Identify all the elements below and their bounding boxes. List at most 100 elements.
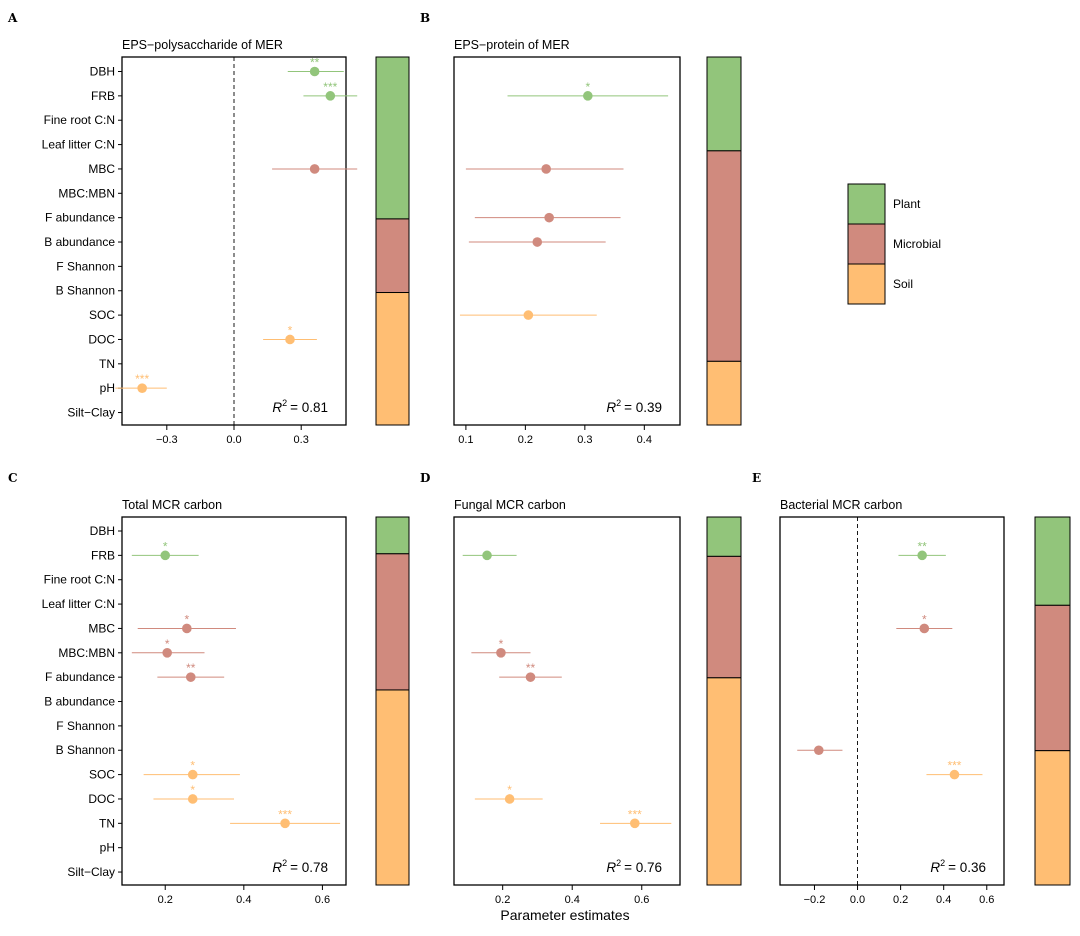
variable-label: DOC (88, 332, 115, 346)
point-estimate (187, 794, 198, 804)
estimate-ph: *** (115, 372, 167, 393)
composition-plant (375, 56, 410, 220)
estimate-mbc (272, 164, 358, 174)
estimate-f-abundance (474, 212, 621, 223)
x-tick-label: 0.0 (226, 434, 241, 446)
point-estimate (949, 769, 960, 780)
significance-stars: * (190, 759, 195, 773)
significance-stars: * (165, 637, 170, 651)
estimate-tn: *** (600, 807, 672, 829)
panel-title: Fungal MCR carbon (454, 498, 566, 512)
point-estimate (182, 623, 192, 634)
estimate-f-abundance: ** (157, 661, 225, 682)
estimate-frb: *** (303, 80, 358, 101)
estimate-frb (462, 550, 517, 561)
variable-label: DBH (90, 65, 115, 79)
estimate-mbc-mbn: * (131, 637, 205, 658)
significance-stars: * (499, 637, 504, 651)
variable-label: Fine root C:N (44, 573, 115, 587)
panel-b: B EPS−protein of MER 0.1 0.2 0.3 0.4 * R2 = 0.39 (420, 11, 742, 446)
r-squared-exponent: 2 (616, 858, 621, 868)
variable-label: F Shannon (56, 719, 115, 733)
point-estimate (541, 164, 551, 174)
x-tick-label: 0.3 (577, 434, 592, 446)
x-tick-label: 0.1 (458, 434, 473, 446)
legend-label-microbial: Microbial (893, 237, 941, 251)
significance-stars: *** (947, 759, 961, 773)
point-estimate (630, 818, 640, 829)
point-estimate (917, 550, 927, 561)
estimate-frb: * (507, 80, 669, 101)
variable-label: SOC (89, 768, 115, 782)
significance-stars: * (190, 783, 195, 797)
x-tick-label: 0.2 (893, 894, 908, 906)
x-tick-label: 0.6 (315, 894, 330, 906)
significance-stars: *** (135, 372, 149, 386)
legend-swatch-soil (847, 263, 886, 305)
significance-stars: * (185, 612, 190, 626)
variable-label: DOC (88, 792, 115, 806)
significance-stars: * (507, 783, 512, 797)
x-tick-label: 0.4 (565, 894, 580, 906)
r-squared: R2 = 0.78 (272, 858, 328, 875)
legend-label-plant: Plant (893, 197, 921, 211)
legend-swatch-plant (847, 183, 886, 225)
r-squared-symbol: R (272, 860, 282, 875)
panel-letter: C (8, 471, 18, 485)
point-estimate (309, 164, 320, 174)
r-squared-symbol: R (272, 400, 282, 415)
point-estimate (309, 66, 320, 77)
x-tick-label: 0.6 (979, 894, 994, 906)
x-axis-title: Parameter estimates (500, 907, 629, 923)
composition-microbial (375, 553, 410, 691)
r-squared: R2 = 0.39 (606, 398, 662, 415)
r-squared-symbol: R (930, 860, 940, 875)
variable-label: F abundance (45, 670, 115, 684)
variable-label: TN (99, 816, 115, 830)
variable-label: FRB (91, 89, 115, 103)
estimate-soc: * (143, 759, 240, 780)
legend: Plant Microbial Soil (847, 183, 941, 305)
significance-stars: ** (186, 661, 196, 675)
composition-microbial (1034, 604, 1071, 752)
composition-soil (1034, 750, 1071, 886)
r-squared: R2 = 0.81 (272, 398, 328, 415)
variable-label: B abundance (44, 235, 115, 249)
panel-title: EPS−protein of MER (454, 38, 570, 52)
x-tick-label: 0.2 (518, 434, 533, 446)
significance-stars: *** (323, 80, 337, 94)
composition-microbial (706, 150, 742, 362)
legend-label-soil: Soil (893, 277, 913, 291)
estimate-doc: * (153, 783, 234, 804)
point-estimate (162, 648, 172, 658)
estimate-dbh: ** (287, 56, 344, 77)
estimate-mbc (465, 164, 624, 174)
r-squared-exponent: 2 (282, 858, 287, 868)
significance-stars: * (288, 323, 293, 337)
panels-layer: A EPS−polysaccharide of MER DBH FRB Fine roo… (7, 11, 1071, 906)
estimate-soc (459, 310, 597, 320)
r-squared-value: = 0.39 (624, 400, 662, 415)
x-tick-label: 0.0 (850, 894, 865, 906)
significance-stars: ** (310, 56, 320, 70)
estimate-mbc-mbn: * (471, 637, 531, 658)
estimate-b-shannon (797, 745, 843, 756)
panel-a: A EPS−polysaccharide of MER DBH FRB Fine roo… (7, 11, 410, 446)
variable-label: B abundance (44, 695, 115, 709)
point-estimate (813, 745, 824, 756)
x-tick-label: 0.2 (495, 894, 510, 906)
point-estimate (185, 672, 196, 682)
estimate-doc: * (263, 323, 317, 345)
significance-stars: ** (526, 661, 536, 675)
point-estimate (187, 769, 198, 780)
composition-plant (706, 56, 742, 152)
r-squared-value: = 0.81 (290, 400, 328, 415)
variable-label: Silt−Clay (67, 865, 115, 879)
significance-stars: ** (917, 539, 927, 553)
estimate-mbc: * (137, 612, 236, 634)
point-estimate (525, 672, 536, 682)
point-estimate (325, 91, 336, 101)
point-estimate (544, 212, 554, 223)
